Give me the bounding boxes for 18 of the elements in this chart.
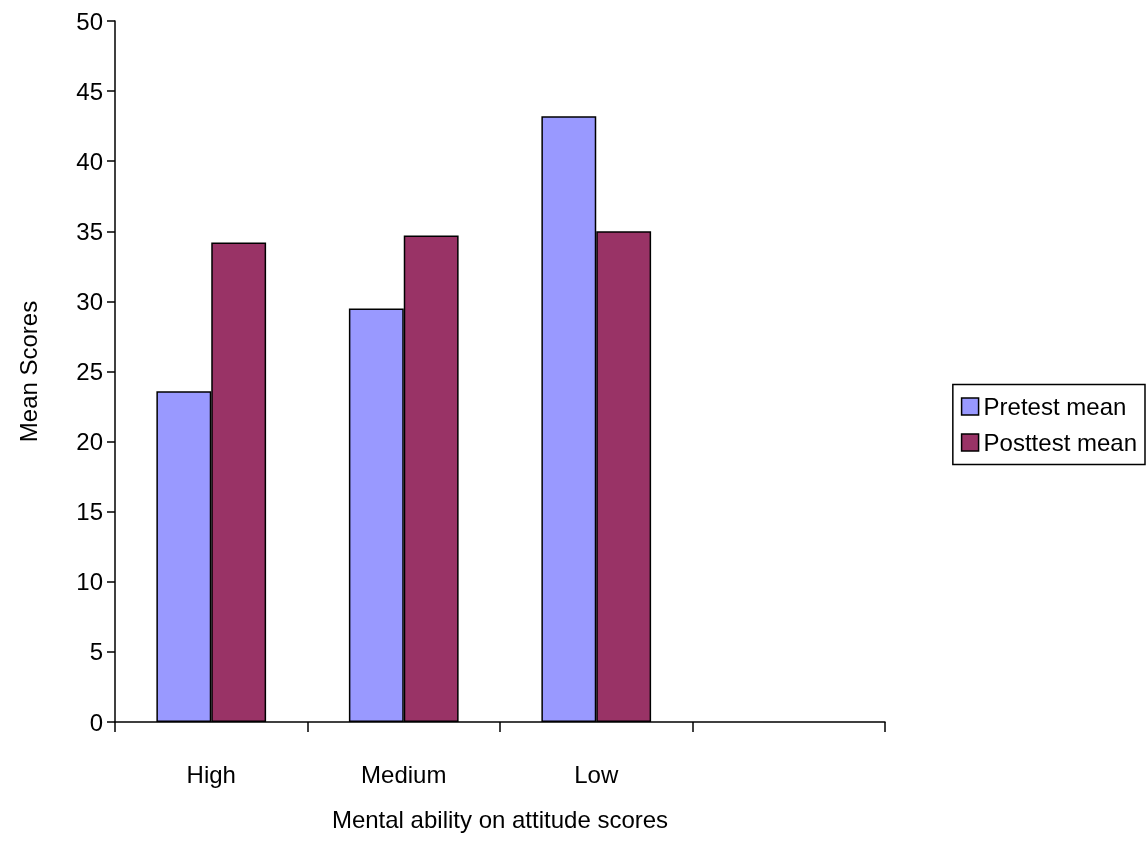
y-tick-label: 25 (76, 358, 103, 385)
y-tick-label: 35 (76, 217, 103, 245)
x-tick-label: High (186, 760, 236, 788)
y-axis-title: Mean Scores (14, 300, 42, 443)
y-tick-label: 10 (76, 568, 103, 596)
legend-label: Posttest mean (983, 429, 1138, 456)
y-tick-label: 40 (76, 147, 103, 175)
y-tick-label: 45 (76, 77, 103, 105)
x-axis-title: Mental ability on attitude scores (331, 805, 669, 833)
y-tick-label: 50 (76, 7, 103, 35)
y-tick-label: 15 (76, 498, 103, 526)
y-tick-label: 5 (89, 638, 103, 666)
x-tick-label: Low (574, 760, 619, 788)
y-tick-label: 20 (76, 428, 103, 456)
x-tick-label: Medium (361, 760, 447, 788)
legend-label: Pretest mean (983, 393, 1127, 420)
y-tick-label: 30 (76, 287, 103, 315)
y-tick-label: 0 (89, 708, 103, 736)
